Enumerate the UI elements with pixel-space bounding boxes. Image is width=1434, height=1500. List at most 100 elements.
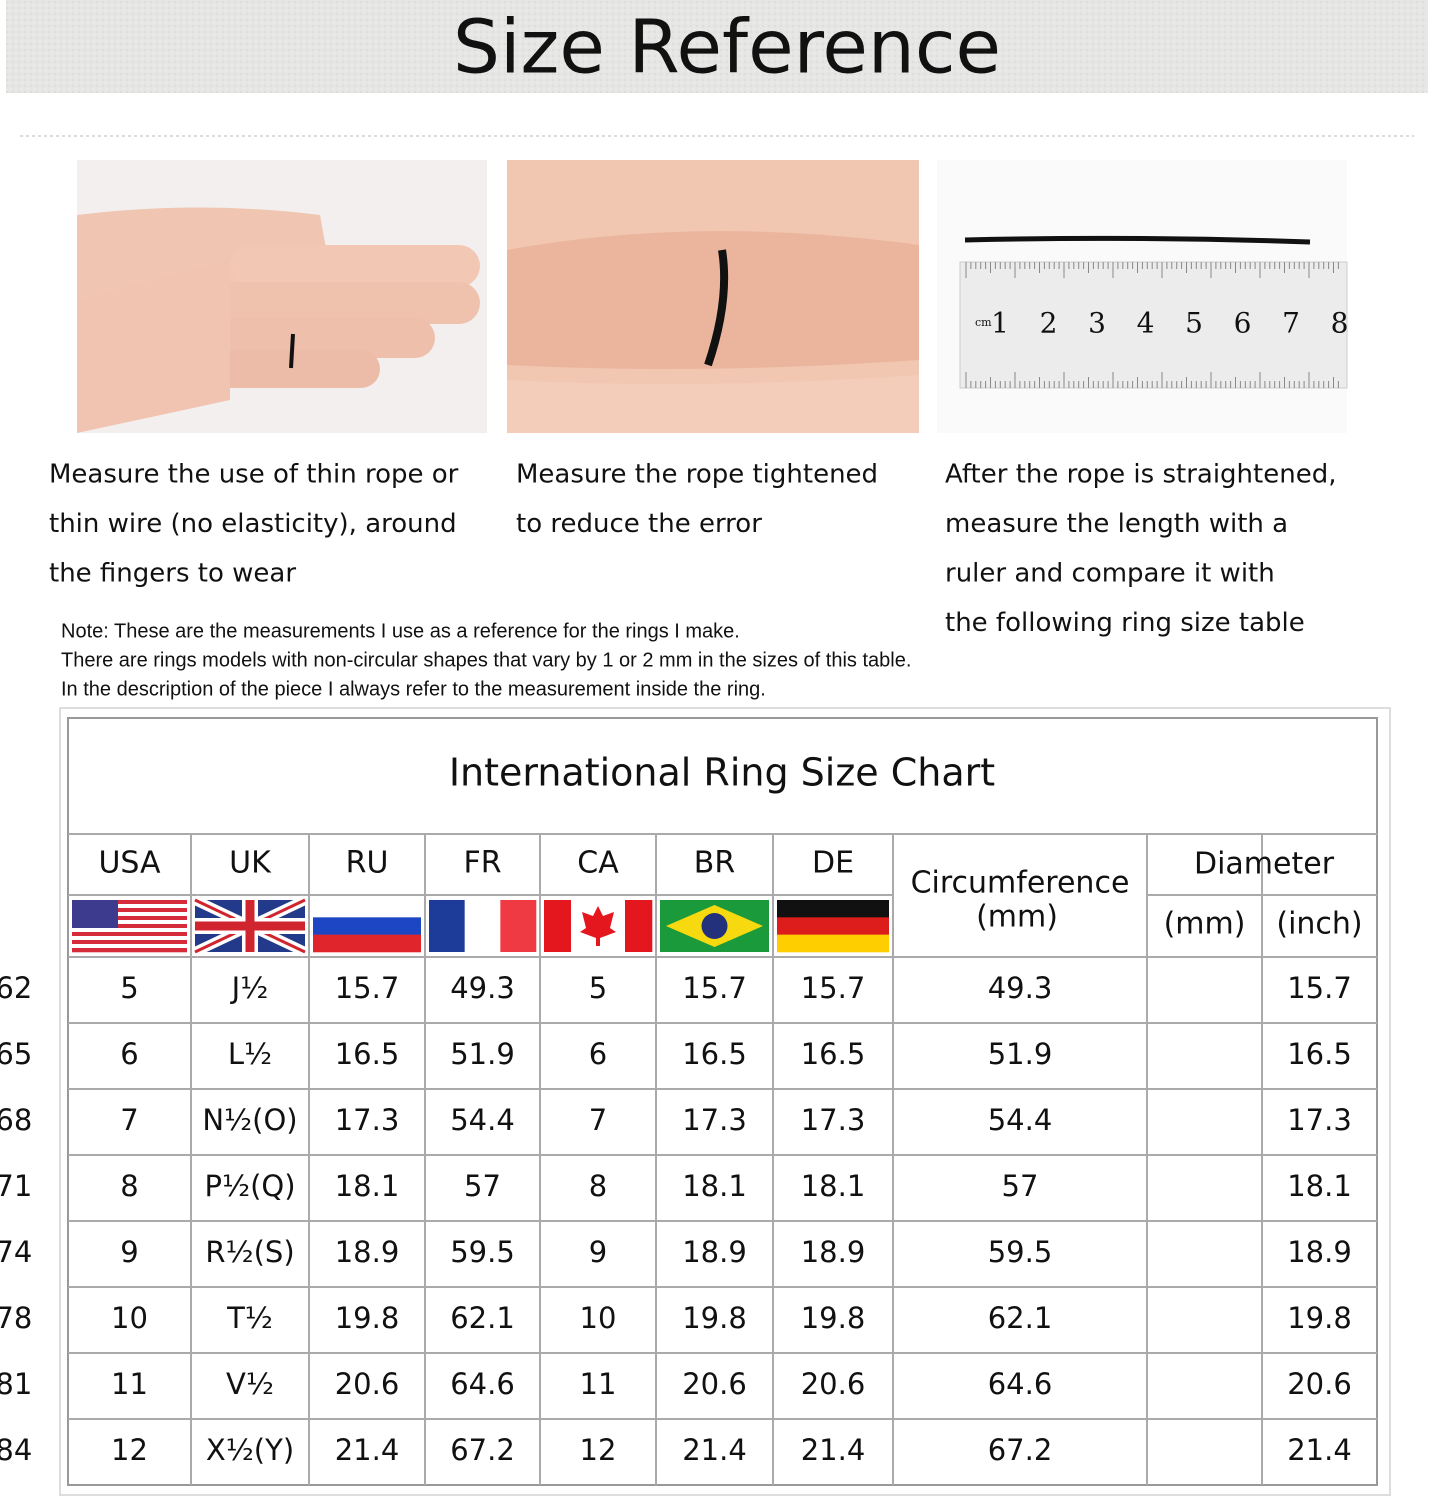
table-cell: 51.9 [988,1037,1053,1071]
column-header: Diameter [1194,847,1335,882]
table-cell: 18.1 [801,1169,866,1203]
table-cell: 7 [120,1103,138,1137]
table-cell: 0.65 [0,1037,32,1071]
table-cell: X½(Y) [206,1433,294,1467]
stripe [313,934,421,953]
stripe [72,916,187,921]
ruler-mark: 6 [1234,307,1252,340]
table-cell: 64.6 [450,1367,515,1401]
table-cell: 8 [120,1169,138,1203]
column-subheader: (inch) [1276,907,1362,942]
stripe [72,940,187,945]
stripe [72,928,187,933]
stripe [72,900,187,905]
step-caption: to reduce the error [516,509,762,539]
table-cell: 19.8 [682,1301,747,1335]
table-cell: N½(O) [202,1103,297,1137]
table-cell: 20.6 [1287,1367,1352,1401]
table-cell: 16.5 [335,1037,400,1071]
ruler-unit: cm [975,316,992,329]
column-header: UK [229,846,272,881]
table-cell: 18.9 [335,1235,400,1269]
table-cell: 5 [120,971,138,1005]
table-cell: 67.2 [988,1433,1053,1467]
stripe [72,948,187,953]
table-cell: 10 [111,1301,148,1335]
table-cell: 20.6 [335,1367,400,1401]
step-caption: thin wire (no elasticity), around [49,509,457,539]
canton [72,900,118,928]
ruler-mark: 7 [1282,307,1300,340]
column-header: DE [812,846,854,881]
table-cell: 62.1 [988,1301,1053,1335]
stripe [500,900,537,952]
note-line: Note: These are the measurements I use a… [61,620,740,642]
photo-hand [77,160,487,433]
step-caption: the following ring size table [945,608,1305,638]
table-cell: 0.81 [0,1367,32,1401]
stripe [72,920,187,925]
note-line: There are rings models with non-circular… [61,649,911,671]
ruler-mark: 3 [1088,307,1106,340]
table-cell: 15.7 [335,971,400,1005]
table-cell: 21.4 [682,1433,747,1467]
leaf [580,906,616,946]
flag [544,900,653,952]
flag [313,900,421,953]
flag [777,900,889,953]
table-cell: T½ [226,1301,273,1335]
table-cell: 15.7 [1287,971,1352,1005]
table-cell: 6 [120,1037,138,1071]
stripe [72,904,187,909]
column-header: FR [463,846,501,881]
stripe [544,900,572,952]
table-cell: 0.74 [0,1235,32,1269]
stripe [72,936,187,941]
table-cell: 17.3 [335,1103,400,1137]
step-caption: Measure the rope tightened [516,460,878,490]
stripe [777,900,889,918]
photo-ruler: cm 1 2 3 4 5 6 7 8 [937,160,1348,433]
stripe [72,924,187,929]
globe [701,913,728,939]
step-caption: ruler and compare it with [945,559,1275,589]
table-cell: 15.7 [801,971,866,1005]
table-cell: 19.8 [1287,1301,1352,1335]
table-cell: 54.4 [450,1103,515,1137]
table-cell: 11 [111,1367,148,1401]
stripe [313,917,421,935]
flag [72,900,187,953]
table-cell: 62.1 [450,1301,515,1335]
table-cell: 59.5 [988,1235,1053,1269]
table-cell: 49.3 [450,971,515,1005]
photo-finger [507,160,919,433]
stripe [72,944,187,949]
stripe [313,900,421,918]
table-frame [59,707,1391,1496]
ruler-mark: 4 [1137,307,1155,340]
note-line: In the description of the piece I always… [61,678,766,700]
table-cell: 12 [111,1433,148,1467]
column-header: (mm) [976,900,1058,935]
column-header: BR [694,846,735,881]
ruler-mark: 1 [991,307,1009,340]
column-subheader: (mm) [1164,907,1246,942]
column-header: RU [346,846,389,881]
table-cell: 57 [1002,1169,1039,1203]
column-header: Circumference [911,866,1130,901]
table-cell: 17.3 [682,1103,747,1137]
table-cell: 12 [580,1433,617,1467]
table-cell: 67.2 [450,1433,515,1467]
table-cell: 11 [580,1367,617,1401]
table-cell: 54.4 [988,1103,1053,1137]
stripe [777,934,889,953]
table-cell: 6 [589,1037,607,1071]
ruler-mark: 2 [1040,307,1058,340]
table-cell: 9 [120,1235,138,1269]
table-cell: 21.4 [1287,1433,1352,1467]
table-cell: 19.8 [801,1301,866,1335]
table-cell: 64.6 [988,1367,1053,1401]
table-cell: 16.5 [682,1037,747,1071]
table-cell: V½ [226,1367,274,1401]
